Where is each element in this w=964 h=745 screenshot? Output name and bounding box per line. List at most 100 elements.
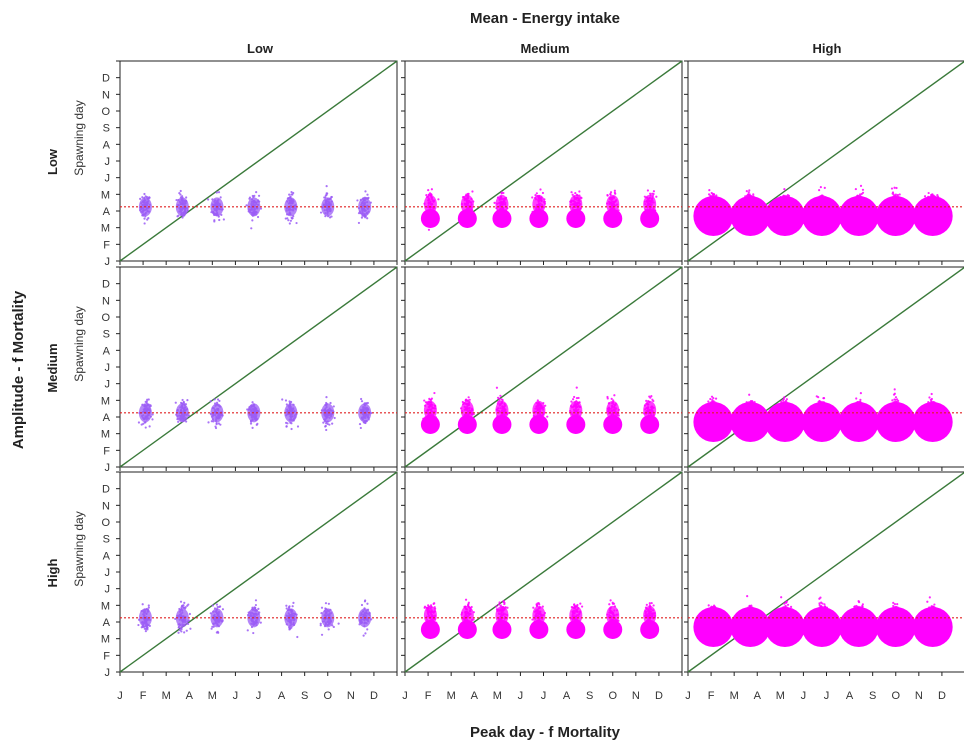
scatter-point: [256, 215, 260, 219]
point-cloud: [640, 395, 660, 434]
scatter-point: [143, 217, 146, 220]
scatter-point: [249, 422, 253, 425]
scatter-point: [259, 207, 263, 210]
scatter-point: [748, 189, 751, 192]
scatter-point: [892, 601, 895, 604]
scatter-point: [324, 194, 327, 197]
point-cloud: [319, 602, 340, 636]
y-tick-label: D: [102, 279, 110, 291]
scatter-point: [332, 625, 335, 629]
scatter-point: [141, 196, 144, 199]
x-tick-label: F: [425, 690, 432, 702]
scatter-point: [493, 201, 496, 204]
scatter-point: [789, 605, 793, 608]
scatter-point: [891, 192, 894, 195]
scatter-point: [815, 395, 818, 398]
scatter-point: [890, 187, 894, 190]
scatter-point: [710, 395, 714, 398]
scatter-point: [497, 603, 501, 606]
aggregate-bubble: [420, 620, 440, 639]
scatter-point: [147, 398, 150, 401]
scatter-point: [183, 601, 186, 604]
x-tick-label: M: [208, 690, 217, 702]
x-tick-label: A: [186, 690, 194, 702]
scatter-point: [323, 196, 326, 199]
scatter-point: [650, 395, 653, 398]
scatter-point: [219, 423, 222, 426]
x-tick-label: N: [632, 690, 640, 702]
scatter-point: [360, 216, 364, 219]
scatter-point: [250, 227, 253, 230]
scatter-point: [609, 193, 612, 196]
y-tick-label: M: [101, 634, 110, 646]
scatter-point: [467, 602, 470, 606]
scatter-point: [577, 396, 580, 400]
y-tick-label: S: [103, 329, 110, 341]
scatter-point: [861, 603, 864, 606]
scatter-point: [651, 398, 654, 401]
scatter-point: [360, 397, 363, 401]
scatter-point: [859, 184, 863, 187]
x-tick-label: M: [447, 690, 456, 702]
y-tick-label: J: [105, 462, 111, 474]
point-cloud: [875, 186, 916, 236]
scatter-point: [144, 195, 147, 198]
x-tick-label: J: [518, 690, 524, 702]
y-tick-label: O: [101, 312, 110, 324]
scatter-point: [645, 603, 648, 606]
scatter-point: [178, 628, 181, 632]
x-tick-label: J: [233, 690, 239, 702]
x-tick-label: S: [301, 690, 308, 702]
scatter-point: [895, 186, 898, 190]
scatter-point: [216, 630, 219, 634]
scatter-point: [146, 626, 149, 629]
point-cloud: [764, 596, 805, 647]
scatter-point: [532, 606, 535, 609]
identity-line: [119, 266, 398, 468]
scatter-point: [332, 405, 335, 408]
scatter-point: [177, 420, 180, 423]
scatter-point: [256, 422, 259, 425]
point-cloud: [492, 386, 512, 434]
aggregate-bubble: [420, 209, 440, 228]
scatter-point: [708, 189, 711, 192]
scatter-point: [714, 397, 718, 400]
scatter-point: [290, 427, 293, 431]
scatter-point: [325, 396, 328, 399]
scatter-point: [859, 398, 862, 401]
scatter-point: [818, 597, 821, 600]
y-axis-title: Spawning day: [72, 306, 86, 381]
panel-low-high: [684, 60, 964, 265]
scatter-point: [180, 630, 183, 633]
point-cloud-core: [175, 608, 189, 628]
scatter-point: [358, 422, 362, 426]
point-cloud-core: [460, 400, 474, 420]
identity-line: [404, 471, 683, 673]
point-cloud-core: [423, 605, 437, 625]
scatter-point: [861, 188, 865, 191]
scatter-point: [655, 195, 658, 198]
scatter-point: [142, 422, 145, 425]
scatter-point: [217, 191, 221, 194]
scatter-point: [141, 603, 144, 606]
scatter-point: [210, 420, 213, 423]
scatter-point: [215, 423, 218, 426]
scatter-point: [575, 397, 579, 400]
y-tick-label: J: [105, 567, 111, 579]
scatter-point: [785, 398, 788, 401]
aggregate-bubble: [457, 209, 477, 228]
point-cloud-core: [569, 194, 583, 214]
scatter-point: [210, 627, 213, 630]
scatter-point: [319, 622, 322, 625]
scatter-point: [649, 192, 652, 195]
point-cloud: [693, 604, 734, 647]
scatter-point: [503, 602, 506, 606]
aggregate-bubble: [529, 209, 549, 228]
scatter-point: [215, 603, 219, 606]
scatter-point: [572, 398, 575, 401]
scatter-point: [288, 222, 291, 225]
point-cloud-core: [284, 403, 298, 423]
point-cloud: [566, 602, 586, 639]
